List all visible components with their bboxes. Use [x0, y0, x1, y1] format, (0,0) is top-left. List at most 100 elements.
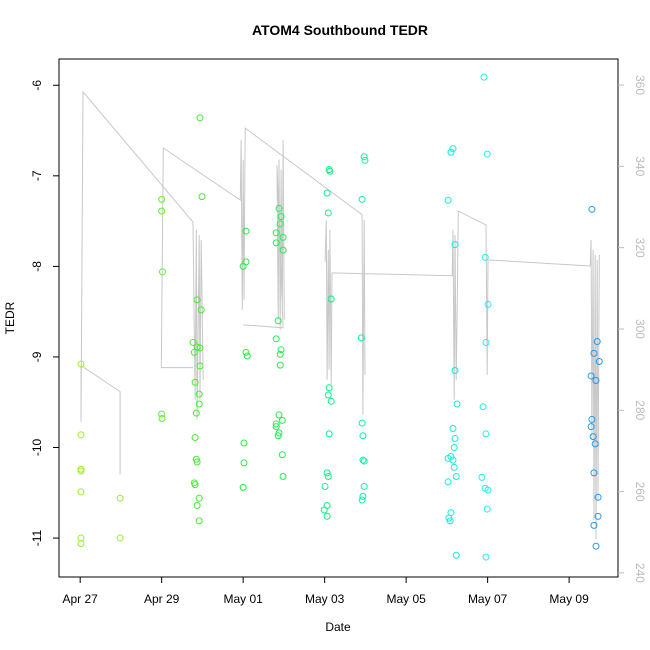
point — [278, 451, 286, 459]
point — [483, 505, 491, 513]
point — [326, 167, 334, 175]
point — [272, 423, 280, 431]
point — [193, 343, 201, 351]
point — [323, 189, 331, 197]
point — [158, 410, 166, 418]
point — [444, 454, 452, 462]
x-tick-label: Apr 27 — [63, 592, 99, 606]
y-tick-label: -7 — [30, 170, 44, 181]
point — [116, 534, 124, 542]
point — [77, 431, 85, 439]
point — [189, 338, 197, 346]
point — [451, 367, 459, 375]
y-tick-label: -9 — [30, 351, 44, 362]
point — [593, 338, 601, 346]
point — [77, 467, 85, 475]
point — [116, 494, 124, 502]
point — [588, 205, 596, 213]
point — [192, 409, 200, 417]
point — [272, 239, 280, 247]
point — [360, 153, 368, 161]
point — [272, 229, 280, 237]
point — [451, 241, 459, 249]
point — [320, 506, 328, 514]
point — [587, 423, 595, 431]
point — [190, 348, 198, 356]
point — [274, 432, 282, 440]
x-tick-label: Apr 29 — [144, 592, 180, 606]
point — [325, 430, 333, 438]
point — [193, 501, 201, 509]
point — [193, 458, 201, 466]
point — [276, 350, 284, 358]
point — [240, 459, 248, 467]
point — [483, 150, 491, 158]
point — [239, 262, 247, 270]
point — [587, 372, 595, 380]
point — [195, 390, 203, 398]
point — [452, 472, 460, 480]
point — [482, 553, 490, 561]
point — [444, 196, 452, 204]
point — [359, 456, 367, 464]
point — [193, 296, 201, 304]
y-tick-label: -10 — [30, 439, 44, 457]
y2-tick-label: 340 — [633, 156, 647, 176]
point — [359, 432, 367, 440]
point — [323, 469, 331, 477]
point — [444, 478, 452, 486]
point — [482, 338, 490, 346]
point — [321, 482, 329, 490]
point — [327, 397, 335, 405]
x-axis-label: Date — [325, 620, 351, 634]
y2-tick-label: 260 — [633, 482, 647, 502]
point — [452, 551, 460, 559]
point — [450, 444, 458, 451]
point — [361, 156, 369, 164]
point — [358, 496, 366, 504]
point — [196, 344, 204, 352]
x-tick-label: May 01 — [223, 592, 263, 606]
y2-tick-label: 360 — [633, 75, 647, 95]
point — [276, 220, 284, 228]
point — [590, 521, 598, 529]
point — [324, 391, 332, 399]
point — [589, 433, 597, 441]
point — [591, 440, 599, 448]
point — [191, 481, 199, 489]
point — [276, 361, 284, 369]
y2-tick-label: 240 — [633, 563, 647, 583]
y2-tick-label: 300 — [633, 319, 647, 339]
point — [449, 145, 457, 153]
point — [279, 472, 287, 480]
point — [77, 465, 85, 473]
point — [196, 362, 204, 370]
point — [360, 457, 368, 465]
point — [324, 472, 332, 480]
point — [358, 195, 366, 203]
x-tick-label: May 03 — [305, 592, 345, 606]
point — [196, 114, 204, 122]
point — [588, 415, 596, 423]
point — [158, 415, 166, 423]
point — [484, 300, 492, 308]
line — [80, 90, 600, 540]
point — [279, 246, 287, 254]
point — [594, 512, 602, 520]
point — [240, 439, 248, 447]
point — [77, 488, 85, 496]
y-tick-label: -6 — [30, 80, 44, 91]
x-tick-label: May 05 — [386, 592, 426, 606]
y-tick-label: -11 — [30, 530, 44, 547]
point — [325, 384, 333, 392]
point — [484, 486, 492, 494]
point — [275, 411, 283, 419]
point — [278, 416, 286, 424]
y2-tick-label: 280 — [633, 400, 647, 420]
point — [239, 483, 247, 491]
point — [195, 517, 203, 525]
point — [446, 517, 454, 525]
point — [77, 360, 85, 368]
point — [447, 148, 455, 156]
